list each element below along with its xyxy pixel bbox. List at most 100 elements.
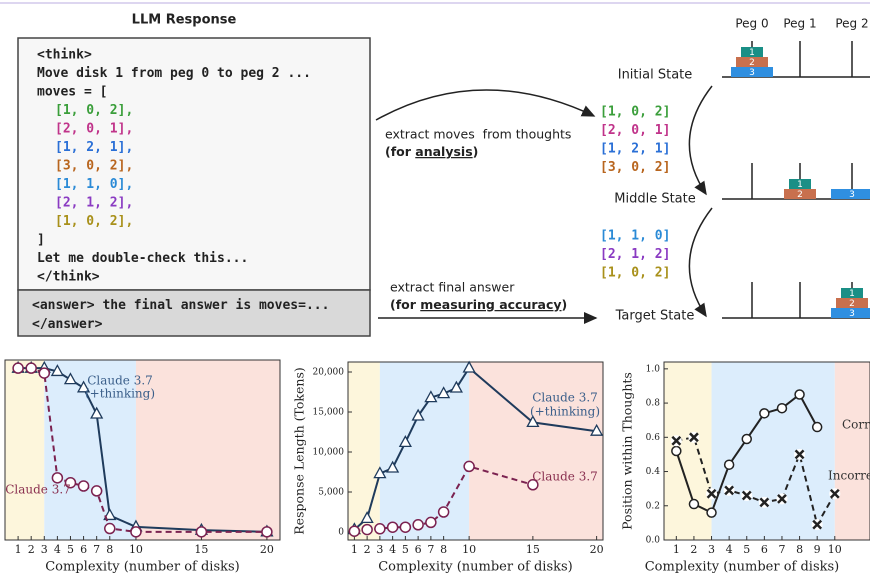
x-tick-label: 2 (28, 543, 35, 556)
disk (731, 67, 773, 77)
marker (195, 526, 208, 538)
x-tick-label: 10 (129, 543, 143, 556)
answer-line: </answer> (32, 317, 103, 332)
y-tick-label: 20,000 (313, 368, 345, 378)
note-post: ) (562, 297, 568, 312)
marker (794, 448, 806, 460)
marker (706, 507, 717, 518)
arrow (688, 85, 713, 196)
x-tick-label: 5 (743, 543, 750, 556)
marker (590, 423, 604, 436)
marker (670, 435, 682, 447)
marker (758, 496, 770, 508)
marker (130, 526, 142, 538)
x-tick-label: 8 (106, 543, 113, 556)
series-label: (+thinking) (85, 387, 155, 401)
x-tick-label: 20 (590, 543, 604, 556)
marker (688, 498, 700, 510)
disk (836, 298, 868, 308)
move: [1, 1, 0] (600, 229, 670, 244)
marker (688, 431, 700, 443)
marker (437, 386, 451, 399)
move: [1, 0, 2] (600, 105, 670, 120)
note-pre: (for (385, 144, 415, 159)
x-tick-label: 3 (708, 543, 715, 556)
y-axis-label: Response Length (Tokens) (292, 367, 307, 534)
disk (784, 189, 816, 199)
marker (38, 367, 51, 379)
series-line (353, 366, 597, 531)
x-tick-label: 2 (364, 543, 371, 556)
answer-line: <answer> the final answer is moves=... (32, 298, 329, 313)
marker (386, 460, 400, 473)
disk-label: 3 (749, 68, 755, 78)
marker (741, 433, 753, 445)
series-label: Incorrect (828, 469, 870, 483)
answer-tag: <answer> (32, 298, 95, 313)
marker (261, 526, 273, 538)
arrow-note: (for analysis) (385, 144, 478, 159)
disk (789, 179, 811, 189)
marker-x (671, 435, 682, 446)
note-emph: analysis (415, 144, 472, 159)
marker (411, 408, 425, 421)
x-tick-label: 9 (814, 543, 821, 556)
x-tick-label: 10 (828, 543, 842, 556)
code-line: ] (37, 233, 45, 248)
marker (104, 522, 116, 535)
marker-x (706, 488, 717, 499)
code-line: moves = [ (37, 85, 107, 100)
marker (437, 506, 450, 518)
marker (386, 521, 399, 533)
marker (360, 511, 374, 524)
y-tick-label: 0.4 (646, 467, 661, 477)
peg-name: Peg 1 (783, 17, 816, 31)
answer-text: the final answer is moves=... (95, 298, 330, 313)
code-line: Let me double-check this... (37, 251, 248, 266)
x-axis-label: Complexity (number of disks) (645, 560, 840, 575)
x-tick-label: 7 (778, 543, 785, 556)
series-label: (+thinking) (530, 405, 600, 419)
x-tick-label: 4 (389, 543, 396, 556)
marker (776, 493, 788, 505)
x-tick-label: 4 (726, 543, 733, 556)
disk-label: 1 (797, 180, 803, 190)
code-line: Move disk 1 from peg 0 to peg 2 ... (37, 66, 311, 81)
marker-x (741, 490, 752, 501)
arrow (688, 207, 713, 318)
state-name: Target State (615, 309, 695, 324)
code-line: <think> (37, 48, 92, 63)
y-tick-label: 0.2 (646, 501, 660, 511)
disk (831, 308, 870, 318)
marker (412, 519, 424, 531)
disk (741, 47, 763, 57)
marker (373, 466, 387, 479)
arrow-label: extract moves from thoughts (385, 127, 571, 142)
marker (723, 459, 735, 470)
code-line: [1, 0, 2], (55, 103, 133, 118)
marker (811, 519, 823, 531)
marker (463, 460, 475, 473)
x-tick-label: 1 (351, 543, 358, 556)
move: [3, 0, 2] (600, 160, 670, 175)
disk-label: 2 (797, 190, 803, 200)
y-tick-label: 1.0 (646, 364, 661, 374)
series-label: Correct (842, 418, 870, 432)
disk (841, 288, 863, 298)
move: [1, 2, 1] (600, 142, 670, 157)
marker (348, 525, 361, 537)
note-post: ) (473, 144, 479, 159)
answer-box (17, 289, 371, 337)
state-name: Middle State (614, 192, 696, 207)
region (834, 362, 870, 540)
plot-frame (663, 361, 870, 541)
disk (831, 189, 870, 199)
marker-x (759, 497, 770, 508)
series-label: Claude 3.7 (5, 483, 71, 497)
marker (12, 362, 24, 374)
peg-name: Peg 0 (735, 17, 768, 31)
marker-x (689, 432, 699, 443)
code-line: [1, 1, 0], (55, 177, 133, 192)
marker (103, 508, 117, 521)
